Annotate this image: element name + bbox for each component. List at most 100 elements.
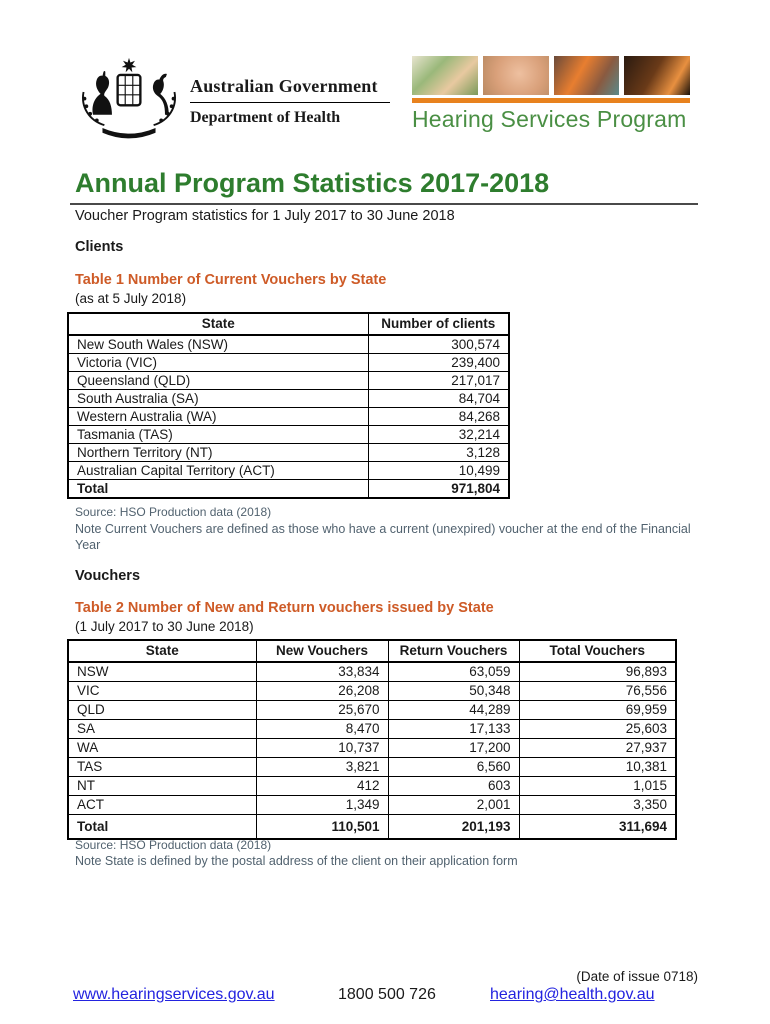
state-cell: WA	[67, 738, 257, 758]
table-row: WA 10,737 17,200 27,937	[67, 738, 677, 758]
value-cell: 44,289	[387, 700, 520, 720]
value-cell: 10,737	[255, 738, 389, 758]
table-row: NT 412 603 1,015	[67, 776, 677, 796]
table-current-vouchers-by-state: State Number of clients New South Wales …	[67, 312, 510, 499]
hsp-orange-bar	[412, 98, 690, 103]
value-cell: 27,937	[518, 738, 677, 758]
value-cell: 84,268	[367, 407, 510, 426]
value-cell: 300,574	[367, 334, 510, 354]
table-new-return-vouchers-by-state: State New Vouchers Return Vouchers Total…	[67, 639, 677, 840]
state-cell: Tasmania (TAS)	[67, 425, 369, 444]
value-cell: 3,128	[367, 443, 510, 462]
table-row: NSW 33,834 63,059 96,893	[67, 661, 677, 682]
table-row: QLD 25,670 44,289 69,959	[67, 700, 677, 720]
table2-source: Source: HSO Production data (2018)	[75, 838, 272, 852]
table2-total-row: Total 110,501 201,193 311,694	[67, 814, 677, 840]
state-cell: QLD	[67, 700, 257, 720]
value-cell: 1,349	[255, 795, 389, 815]
value-cell: 69,959	[518, 700, 677, 720]
table1-header-clients: Number of clients	[367, 312, 510, 336]
australian-coat-of-arms-icon	[72, 56, 186, 146]
section-heading-vouchers: Vouchers	[75, 568, 141, 584]
state-cell: TAS	[67, 757, 257, 777]
table2-header-new: New Vouchers	[255, 639, 389, 663]
state-cell: Australian Capital Territory (ACT)	[67, 461, 369, 480]
value-cell: 2,001	[387, 795, 520, 815]
value-cell: 50,348	[387, 681, 520, 701]
hsp-logo-title: Hearing Services Program	[412, 106, 687, 132]
value-cell: 3,821	[255, 757, 389, 777]
value-cell: 217,017	[367, 371, 510, 390]
value-cell: 84,704	[367, 389, 510, 408]
website-link[interactable]: www.hearingservices.gov.au	[73, 986, 275, 1003]
value-cell: 96,893	[518, 661, 677, 682]
table-row: VIC 26,208 50,348 76,556	[67, 681, 677, 701]
table1-source: Source: HSO Production data (2018)	[75, 505, 272, 519]
table1-total-row: Total 971,804	[67, 479, 510, 499]
title-rule	[70, 203, 698, 205]
table1-header-state: State	[67, 312, 369, 336]
table2-caption: Table 2 Number of New and Return voucher…	[75, 600, 494, 616]
value-cell: 239,400	[367, 353, 510, 372]
photo-hearing-fitting	[624, 56, 690, 95]
value-cell: 76,556	[518, 681, 677, 701]
table2-header-return: Return Vouchers	[387, 639, 520, 663]
photo-two-women	[553, 56, 620, 95]
state-cell: Queensland (QLD)	[67, 371, 369, 390]
value-cell: 10,381	[518, 757, 677, 777]
table-row: TAS 3,821 6,560 10,381	[67, 757, 677, 777]
hearing-services-program-logo: Hearing Services Program	[412, 56, 690, 133]
government-logo-text: Australian Government Department of Heal…	[190, 76, 400, 127]
government-logo-line1: Australian Government	[190, 76, 378, 96]
table2-total-label: Total	[67, 814, 257, 840]
value-cell: 17,200	[387, 738, 520, 758]
value-cell: 8,470	[255, 719, 389, 739]
state-cell: SA	[67, 719, 257, 739]
value-cell: 412	[255, 776, 389, 796]
table-row: Australian Capital Territory (ACT) 10,499	[67, 461, 510, 480]
page-title: Annual Program Statistics 2017-2018	[75, 168, 550, 198]
table-row: Tasmania (TAS) 32,214	[67, 425, 510, 444]
table1-total-label: Total	[67, 479, 369, 499]
photo-ear-closeup	[482, 56, 549, 95]
state-cell: Northern Territory (NT)	[67, 443, 369, 462]
table-row: South Australia (SA) 84,704	[67, 389, 510, 408]
table-row: Western Australia (WA) 84,268	[67, 407, 510, 426]
government-logo-divider	[190, 102, 390, 103]
state-cell: Victoria (VIC)	[67, 353, 369, 372]
email-link[interactable]: hearing@health.gov.au	[490, 986, 655, 1003]
table1-subcaption: (as at 5 July 2018)	[75, 291, 187, 306]
photo-group-of-people	[412, 56, 478, 95]
value-cell: 33,834	[255, 661, 389, 682]
table1-header-row: State Number of clients	[67, 312, 510, 336]
value-cell: 25,670	[255, 700, 389, 720]
table2-header-row: State New Vouchers Return Vouchers Total…	[67, 639, 677, 663]
value-cell: 25,603	[518, 719, 677, 739]
value-cell: 3,350	[518, 795, 677, 815]
state-cell: VIC	[67, 681, 257, 701]
table-row: ACT 1,349 2,001 3,350	[67, 795, 677, 815]
value-cell: 63,059	[387, 661, 520, 682]
table2-header-state: State	[67, 639, 257, 663]
table1-total-value: 971,804	[367, 479, 510, 499]
table1-caption: Table 1 Number of Current Vouchers by St…	[75, 272, 387, 288]
table-row: Queensland (QLD) 217,017	[67, 371, 510, 390]
issue-date: (Date of issue 0718)	[576, 969, 698, 984]
value-cell: 10,499	[367, 461, 510, 480]
value-cell: 17,133	[387, 719, 520, 739]
table-row: Northern Territory (NT) 3,128	[67, 443, 510, 462]
table2-subcaption: (1 July 2017 to 30 June 2018)	[75, 619, 254, 634]
state-cell: ACT	[67, 795, 257, 815]
state-cell: New South Wales (NSW)	[67, 334, 369, 354]
value-cell: 6,560	[387, 757, 520, 777]
table2-header-total: Total Vouchers	[518, 639, 677, 663]
state-cell: South Australia (SA)	[67, 389, 369, 408]
page-subtitle: Voucher Program statistics for 1 July 20…	[75, 208, 455, 224]
table1-note: Note Current Vouchers are defined as tho…	[75, 522, 691, 552]
value-cell: 26,208	[255, 681, 389, 701]
state-cell: NSW	[67, 661, 257, 682]
table2-total-new: 110,501	[255, 814, 389, 840]
table2-total-return: 201,193	[387, 814, 520, 840]
table-row: New South Wales (NSW) 300,574	[67, 334, 510, 354]
